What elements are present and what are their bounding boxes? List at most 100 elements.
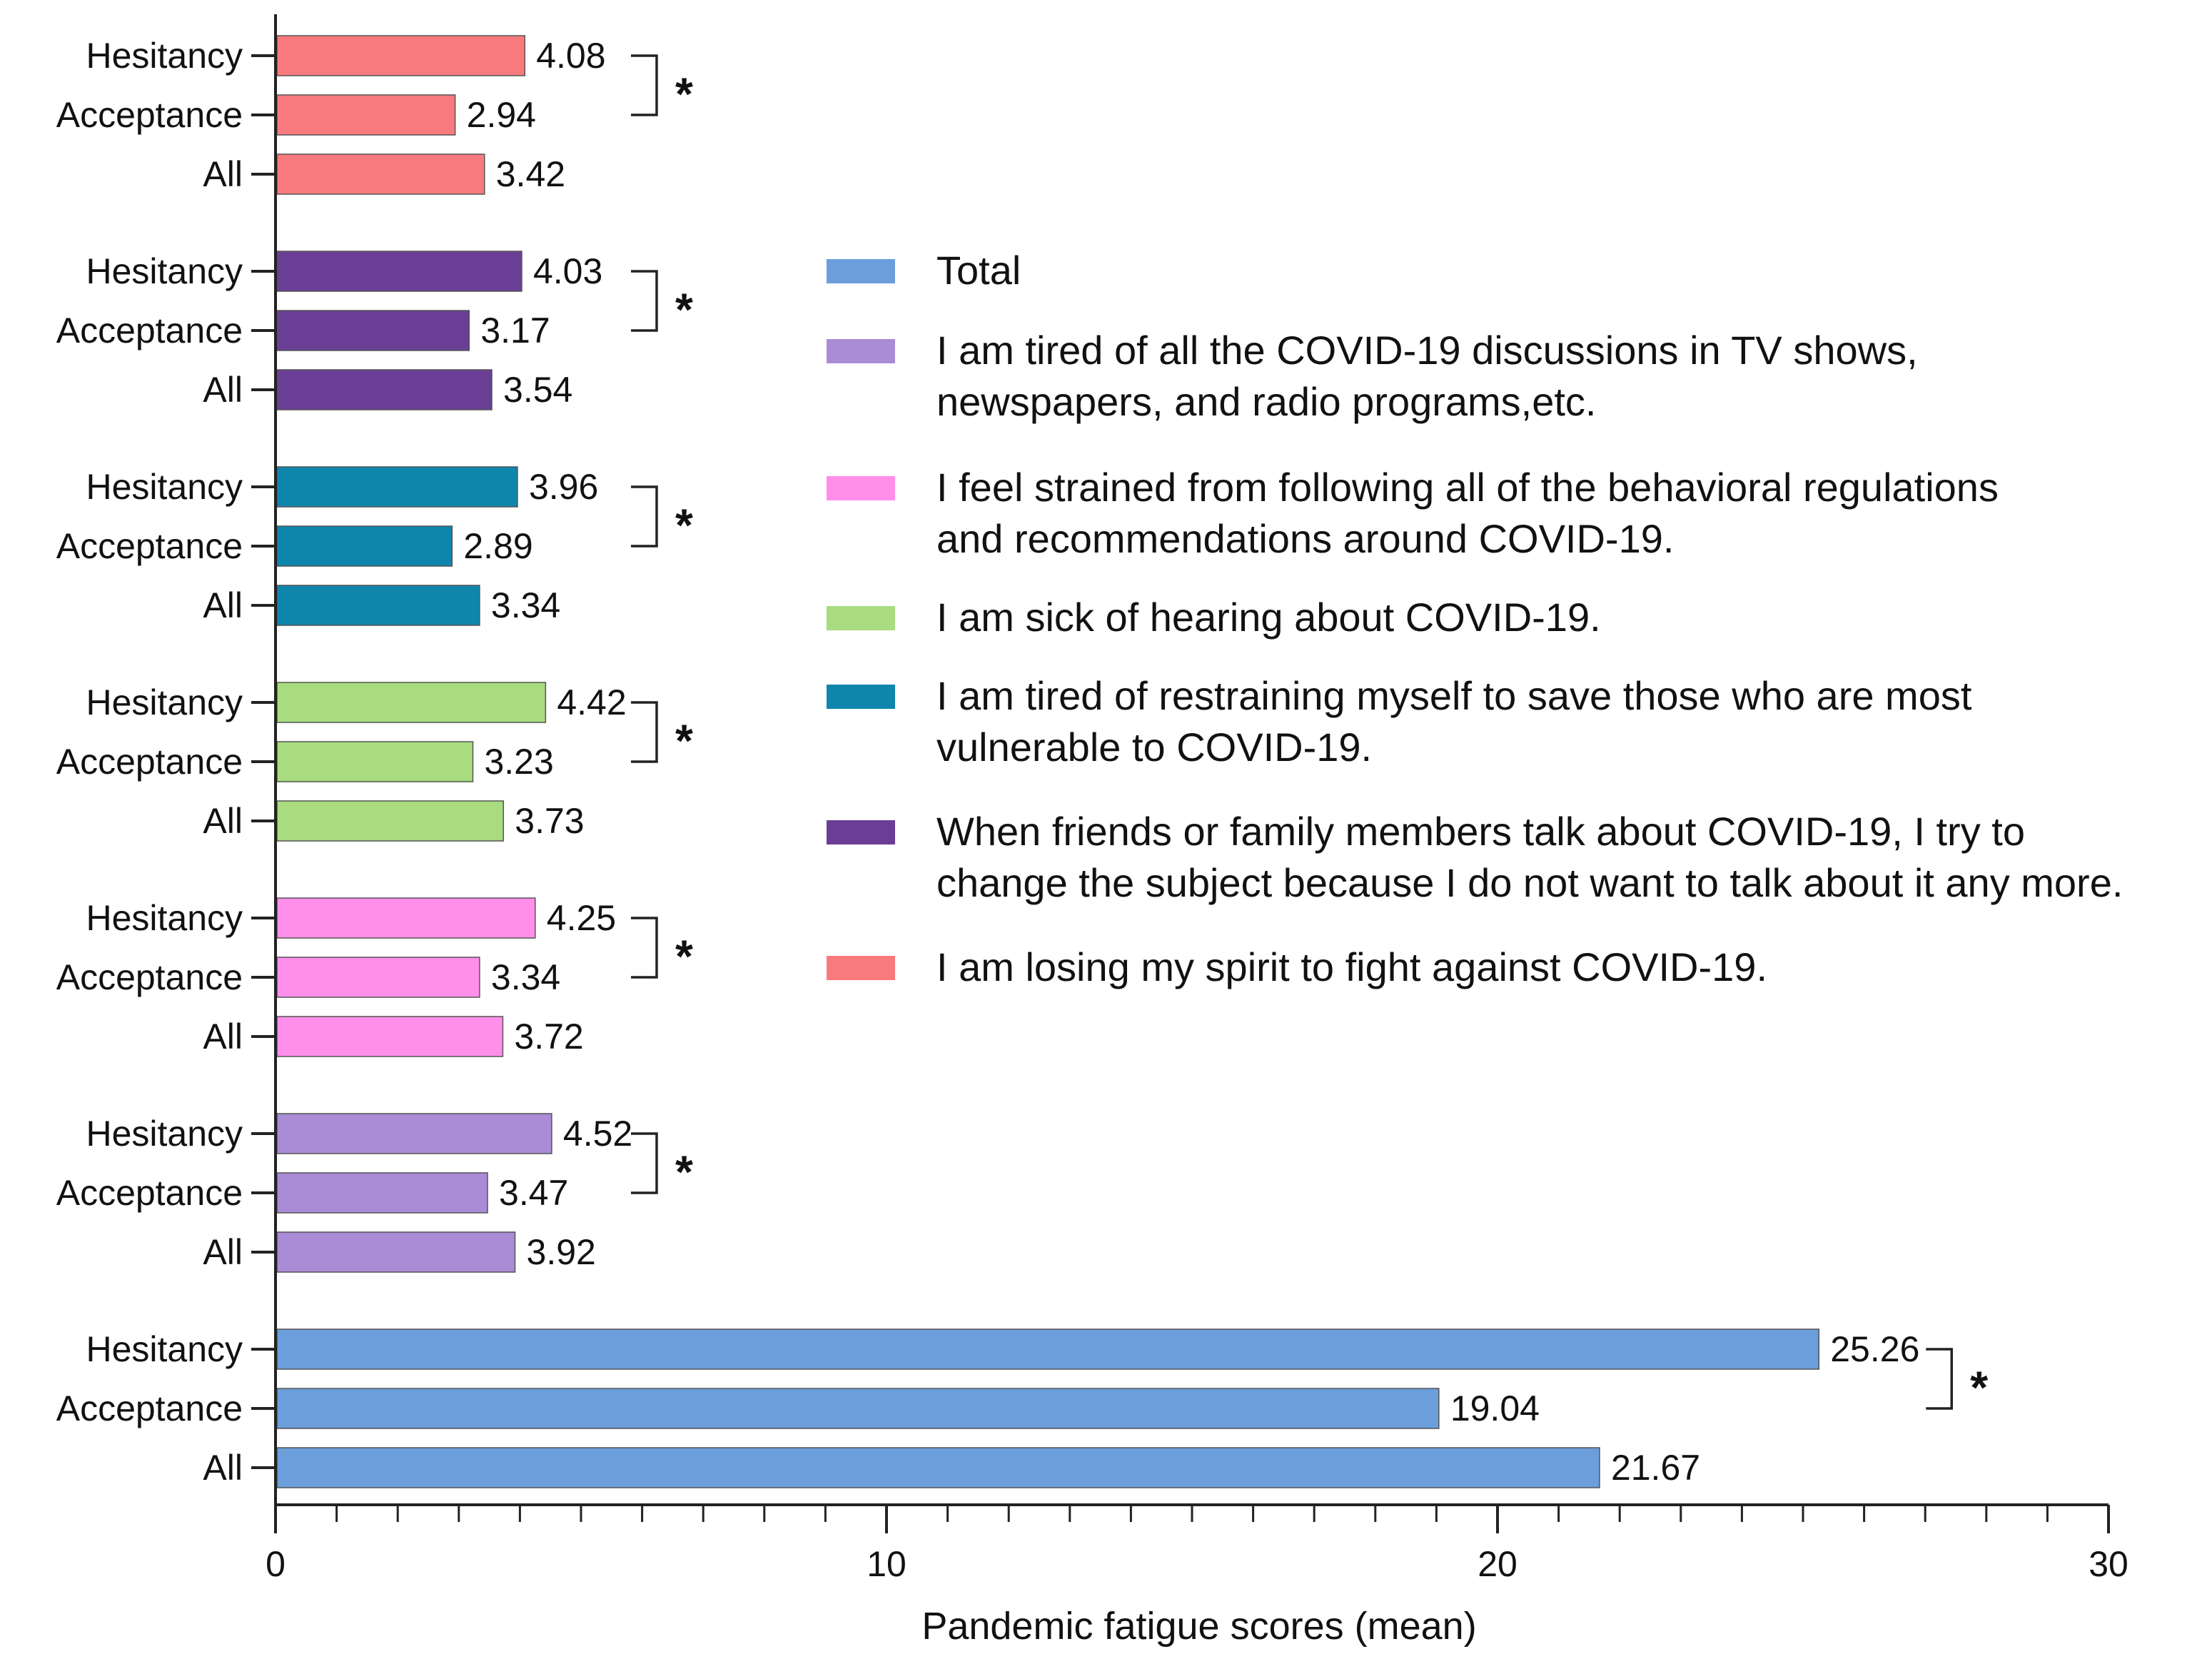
value-label: 4.08: [536, 36, 605, 76]
axes-layer: Pandemic fatigue scores (mean) 0 10 20 30: [266, 14, 2128, 1648]
value-label: 21.67: [1611, 1448, 1700, 1488]
legend-item: Total: [827, 248, 1021, 293]
bar: [276, 957, 480, 998]
legend-item: I feel strained from following all of th…: [827, 465, 1999, 561]
bar: [276, 741, 474, 782]
value-label: 2.94: [467, 95, 536, 135]
legend-item: When friends or family members talk abou…: [827, 809, 2123, 905]
category-label: All: [203, 1232, 243, 1272]
legend-swatch: [827, 685, 895, 709]
value-label: 3.23: [484, 742, 553, 782]
x-tick-label: 10: [867, 1544, 906, 1584]
value-label: 4.42: [557, 682, 626, 722]
value-label: 2.89: [463, 526, 532, 566]
category-label: Hesitancy: [86, 682, 243, 722]
legend-swatch: [827, 259, 895, 283]
significance-bracket: [631, 54, 658, 116]
legend-label: vulnerable to COVID-19.: [936, 725, 1372, 770]
bar: [276, 897, 536, 939]
category-label: Acceptance: [56, 526, 243, 566]
bar: [276, 369, 493, 410]
bar: [276, 1016, 504, 1057]
bar: [276, 682, 547, 723]
bar: [276, 35, 525, 76]
category-label: Acceptance: [56, 311, 243, 351]
value-label: 3.73: [515, 801, 584, 841]
legend-label: change the subject because I do not want…: [936, 860, 2123, 905]
category-label: Acceptance: [56, 1173, 243, 1213]
significance-bracket: [631, 701, 658, 763]
x-tick-label: 30: [2089, 1544, 2128, 1584]
significance-bracket: [631, 270, 658, 332]
value-label: 3.34: [491, 957, 560, 997]
bar: [276, 585, 480, 626]
category-label: Hesitancy: [86, 1114, 243, 1154]
bar: [276, 153, 485, 195]
category-label: All: [203, 1448, 243, 1488]
category-label: Hesitancy: [86, 1329, 243, 1369]
bar-group: Hesitancy 4.25 Acceptance 3.34 All 3.72 *: [56, 897, 693, 1057]
category-label: Acceptance: [56, 957, 243, 997]
bar-group: Hesitancy 4.03 Acceptance 3.17 All 3.54 *: [56, 251, 693, 410]
legend-label: When friends or family members talk abou…: [936, 809, 2025, 854]
value-label: 4.03: [533, 251, 602, 291]
legend-swatch: [827, 956, 895, 980]
legend-label: I am tired of restraining myself to save…: [936, 673, 1972, 718]
bar-group: Hesitancy 4.42 Acceptance 3.23 All 3.73 *: [56, 682, 693, 842]
category-label: All: [203, 585, 243, 625]
bar-group: Hesitancy 25.26 Acceptance 19.04 All 21.67 *: [56, 1328, 1988, 1488]
value-label: 3.54: [503, 370, 572, 410]
category-label: Hesitancy: [86, 898, 243, 938]
bar: [276, 1388, 1440, 1429]
legend-label: Total: [936, 248, 1021, 293]
category-label: Acceptance: [56, 1388, 243, 1428]
legend-item: I am sick of hearing about COVID-19.: [827, 595, 1601, 640]
significance-star: *: [1970, 1362, 1988, 1413]
legend-swatch: [827, 476, 895, 500]
legend-label: and recommendations around COVID-19.: [936, 516, 1674, 561]
value-label: 3.34: [491, 585, 560, 625]
legend-label: I feel strained from following all of th…: [936, 465, 1999, 510]
legend-swatch: [827, 820, 895, 844]
bar: [276, 1328, 1820, 1370]
legend: Total I am tired of all the COVID-19 disc…: [827, 248, 2123, 989]
category-label: Hesitancy: [86, 36, 243, 76]
bar-group: Hesitancy 4.08 Acceptance 2.94 All 3.42 *: [56, 35, 693, 195]
significance-star: *: [675, 931, 693, 982]
bar: [276, 466, 518, 508]
significance-star: *: [675, 284, 693, 336]
value-label: 4.52: [563, 1114, 632, 1154]
significance-star: *: [675, 69, 693, 120]
value-label: 25.26: [1830, 1329, 1919, 1369]
value-label: 3.42: [496, 154, 565, 194]
value-label: 3.96: [529, 467, 598, 507]
value-label: 3.47: [499, 1173, 568, 1213]
legend-item: I am losing my spirit to fight against C…: [827, 944, 1767, 989]
legend-label: I am losing my spirit to fight against C…: [936, 944, 1767, 989]
x-tick-label: 0: [266, 1544, 286, 1584]
category-label: All: [203, 154, 243, 194]
bar: [276, 800, 505, 842]
bar-group: Hesitancy 3.96 Acceptance 2.89 All 3.34 *: [56, 466, 693, 626]
bar: [276, 310, 470, 351]
category-label: All: [203, 801, 243, 841]
bar: [276, 251, 522, 292]
category-label: Hesitancy: [86, 467, 243, 507]
bar: [276, 1172, 488, 1214]
value-label: 3.92: [527, 1232, 596, 1272]
significance-bracket: [631, 917, 658, 979]
value-label: 3.72: [514, 1017, 583, 1057]
significance-bracket: [631, 1132, 658, 1194]
category-label: Hesitancy: [86, 251, 243, 291]
legend-swatch: [827, 339, 895, 363]
significance-star: *: [675, 500, 693, 551]
legend-label: I am tired of all the COVID-19 discussio…: [936, 328, 1918, 373]
legend-item: I am tired of restraining myself to save…: [827, 673, 1972, 770]
bar: [276, 94, 456, 136]
legend-swatch: [827, 606, 895, 630]
legend-label: newspapers, and radio programs,etc.: [936, 379, 1597, 424]
x-axis-title: Pandemic fatigue scores (mean): [921, 1605, 1476, 1648]
